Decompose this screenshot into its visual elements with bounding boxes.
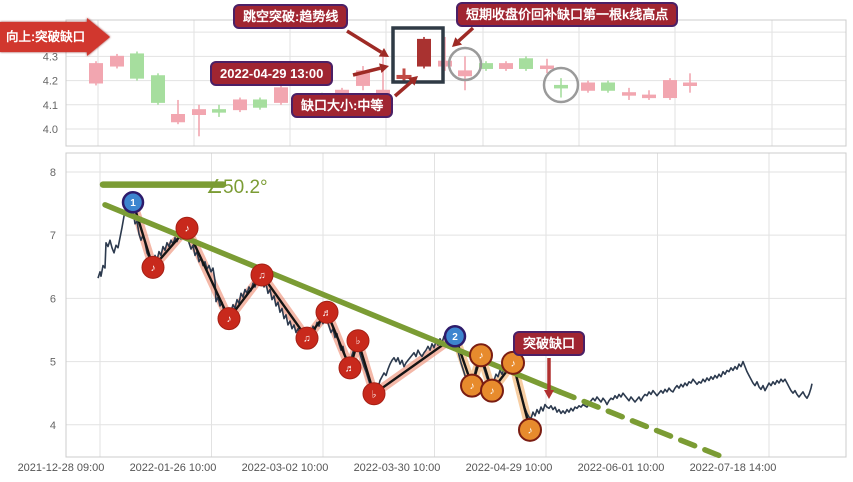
pivot-marker-label: 1	[130, 198, 136, 209]
candle-body	[479, 63, 493, 69]
candle-body	[151, 75, 165, 103]
x-axis-tick: 2021-12-28 09:00	[18, 462, 105, 474]
pivot-marker	[480, 378, 504, 403]
pivot-marker	[217, 307, 241, 331]
tick-label: 8	[50, 167, 56, 179]
candle-body	[110, 55, 124, 67]
candle-body	[233, 99, 247, 111]
pivot-marker	[346, 329, 370, 353]
tick-label: 4	[50, 420, 56, 432]
candle-body	[581, 82, 595, 91]
pivot-marker	[175, 216, 199, 240]
candle-body	[253, 99, 267, 108]
gap-direction-label: 向上:突破缺口	[6, 30, 86, 44]
pivot-marker	[295, 326, 319, 350]
x-axis-tick: 2022-07-18 14:00	[690, 462, 777, 474]
callout-arrow	[457, 26, 475, 43]
callout-breakout-gap: 突破缺口	[513, 331, 586, 356]
candle-body	[642, 94, 656, 99]
tick-label: 4.2	[43, 76, 58, 88]
pivot-marker-label: ♬	[322, 308, 332, 319]
tick-label: 7	[50, 230, 56, 242]
callout-arrow-head	[452, 37, 463, 47]
callout-gap-breakout-trendline: 跳空突破:趋势线	[233, 4, 349, 29]
pivot-marker-label: ♪	[227, 314, 232, 325]
candle-body	[438, 60, 452, 67]
tick-label: 4.3	[43, 51, 58, 63]
highlight-box	[391, 26, 445, 84]
callout-arrow-head	[379, 63, 389, 74]
pivot-marker	[362, 382, 386, 406]
pivot-marker-label: ♭	[372, 389, 377, 400]
pivot-marker	[121, 191, 145, 214]
candle-body	[192, 109, 206, 116]
pivot-marker-label: ♪	[511, 358, 516, 369]
pivot-marker-label: ♪	[528, 425, 533, 436]
trendline-dashed	[557, 389, 729, 462]
pivot-marker	[141, 255, 165, 279]
candle-body	[663, 80, 677, 99]
pivot-marker-label: ♪	[185, 224, 190, 235]
pivot-marker-label: ♫	[258, 270, 266, 281]
pivot-marker-label: ♬	[345, 363, 355, 374]
highlight-circle	[447, 46, 483, 82]
callout-arrow-head	[544, 390, 554, 399]
candle-doji-cross	[396, 74, 412, 79]
candle-body	[274, 87, 288, 103]
tick-label: 5	[50, 357, 56, 369]
tick-label: 6	[50, 293, 56, 305]
x-axis-tick: 2022-03-30 10:00	[354, 462, 441, 474]
x-axis-tick: 2022-01-26 10:00	[130, 462, 217, 474]
pivot-marker-label: ♪	[490, 386, 495, 397]
candle-body	[171, 114, 185, 123]
tick-label: 4.0	[43, 124, 58, 136]
callout-gap-size: 缺口大小:中等	[291, 93, 394, 118]
pivot-marker-label: ♪	[151, 263, 156, 274]
candle-body	[212, 109, 226, 113]
candle-body	[89, 63, 103, 84]
callout-datetime: 2022-04-29 13:00	[210, 61, 334, 86]
candle-body	[601, 82, 615, 91]
callout-arrow	[352, 66, 381, 77]
gap-direction-banner: 向上:突破缺口	[0, 18, 111, 56]
candle-body	[540, 65, 554, 70]
candle-body	[417, 38, 431, 67]
pivot-marker	[443, 325, 467, 348]
candle-body	[130, 53, 144, 79]
callout-arrow	[346, 29, 383, 54]
x-axis-tick: 2022-04-29 10:00	[466, 462, 553, 474]
x-axis-tick: 2022-06-01 10:00	[578, 462, 665, 474]
candle-body	[622, 92, 636, 96]
angle-label: ∠50.2°	[206, 177, 268, 198]
pivot-marker	[518, 417, 542, 442]
x-axis-tick: 2022-03-02 10:00	[242, 462, 329, 474]
highlight-circle	[542, 66, 580, 104]
candle-body	[554, 84, 568, 89]
callout-arrow-head	[407, 76, 418, 86]
candle-body	[458, 70, 472, 77]
pivot-marker-label: ♭	[356, 336, 361, 347]
bottom-plot-border	[65, 152, 847, 458]
callout-fill-gap-high: 短期收盘价回补缺口第一根k线高点	[456, 2, 679, 27]
callout-arrow	[393, 80, 413, 98]
candle-body	[683, 82, 697, 86]
pivot-marker-label: ♪	[470, 381, 475, 392]
pivot-marker	[338, 356, 362, 380]
pivot-marker	[250, 263, 274, 287]
price-line	[97, 205, 813, 420]
callout-arrow-head	[378, 48, 389, 57]
candle-body	[499, 63, 513, 69]
pivot-marker	[469, 343, 493, 368]
candle-body	[519, 58, 533, 69]
pivot-marker-label: ♫	[303, 334, 311, 345]
tick-label: 4.1	[43, 100, 58, 112]
pivot-marker-label: ♪	[479, 351, 484, 362]
pivot-marker	[315, 300, 339, 324]
pivot-marker-label: 2	[452, 332, 458, 343]
